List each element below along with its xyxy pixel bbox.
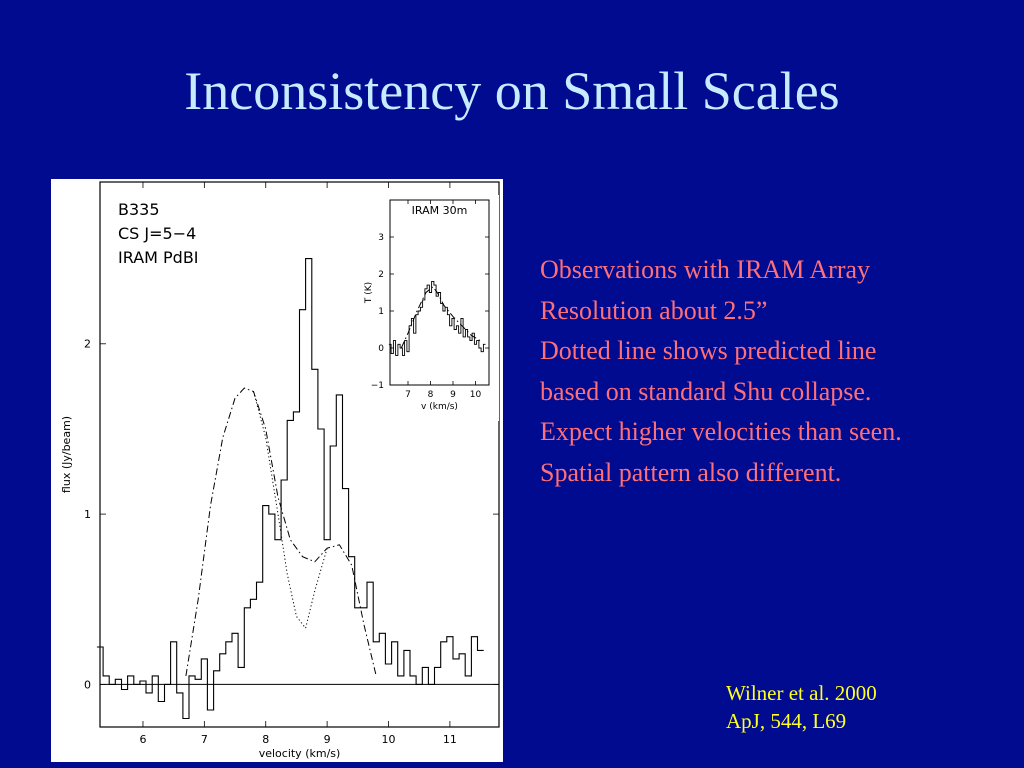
note-line: Expect higher velocities than seen. <box>540 417 902 446</box>
x-tick-label: 8 <box>262 733 269 746</box>
figure-panel: 6 7 8 9 10 11 0 1 2 velocity (km/s) flux (Jy/beam)… <box>51 179 503 762</box>
y-tick-label: 2 <box>84 338 91 351</box>
model-dash-dot-line <box>400 286 481 349</box>
source-annotation: B335 <box>118 200 160 219</box>
x-axis-label: velocity (km/s) <box>259 747 341 760</box>
y-tick-label: 3 <box>378 233 384 243</box>
note-line: based on standard Shu collapse. <box>540 376 872 406</box>
y-tick-label: 0 <box>84 678 91 691</box>
citation-journal: ApJ, 544, L69 <box>726 709 847 733</box>
x-tick-label: 11 <box>443 733 457 746</box>
x-tick-label: 10 <box>382 733 396 746</box>
inset-spectrum-chart: 7 8 9 10 −1 0 1 2 3 v (km/s) T (K) IRAM 30m <box>347 195 499 421</box>
predicted-shu-collapse-line <box>253 391 328 630</box>
note-line: Resolution about 2.5” <box>540 295 768 325</box>
observation-notes: Observations with IRAM Array Resolution … <box>540 250 1020 493</box>
y-axis-label: flux (Jy/beam) <box>60 416 73 493</box>
observed-spectrum-line <box>388 280 486 356</box>
x-tick-label: 9 <box>324 733 331 746</box>
x-tick-label: 9 <box>450 390 456 400</box>
x-tick-label: 7 <box>201 733 208 746</box>
source-annotation: CS J=5−4 <box>118 224 196 243</box>
y-tick-label: 0 <box>378 344 384 354</box>
note-line: Dotted line shows predicted line <box>540 336 877 365</box>
x-tick-label: 8 <box>428 390 434 400</box>
source-annotation: IRAM PdBI <box>118 248 199 267</box>
x-axis-label: v (km/s) <box>421 402 458 412</box>
model-dash-dot-line <box>185 387 377 677</box>
inset-title: IRAM 30m <box>412 204 468 217</box>
y-tick-label: 1 <box>378 307 384 317</box>
note-line: Spatial pattern also different. <box>540 457 842 487</box>
x-tick-label: 6 <box>139 733 146 746</box>
observed-spectrum-line <box>96 258 484 720</box>
citation: Wilner et al. 2000 ApJ, 544, L69 <box>726 679 877 735</box>
slide-title: Inconsistency on Small Scales <box>184 61 840 121</box>
x-tick-label: 7 <box>405 390 411 400</box>
y-axis-label: T (K) <box>364 282 374 304</box>
citation-authors: Wilner et al. 2000 <box>726 681 877 705</box>
y-tick-label: −1 <box>371 381 384 391</box>
y-tick-label: 2 <box>378 270 384 280</box>
x-tick-label: 10 <box>470 390 482 400</box>
y-tick-label: 1 <box>84 508 91 521</box>
note-line: Observations with IRAM Array <box>540 255 871 284</box>
